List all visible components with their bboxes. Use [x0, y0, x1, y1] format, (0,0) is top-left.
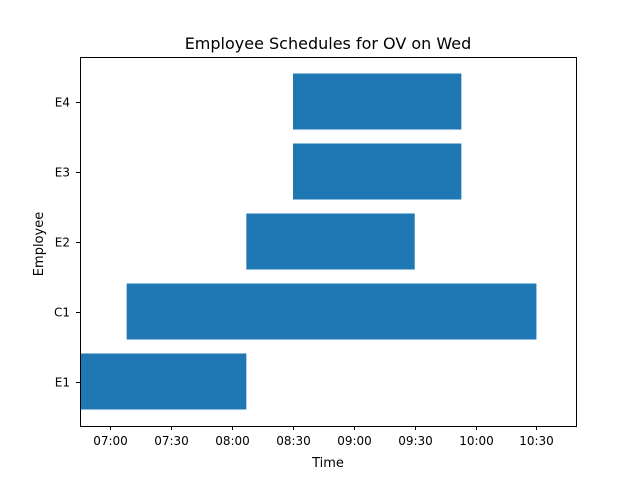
bar-e1 — [80, 353, 247, 410]
y-tick-label: E3 — [55, 166, 70, 180]
x-tick-label: 08:00 — [215, 434, 250, 448]
bars-layer — [80, 73, 537, 410]
plot-frame — [80, 57, 577, 427]
x-tick-label: 08:30 — [276, 434, 311, 448]
y-tick-label: E4 — [55, 96, 70, 110]
x-tick-label: 07:00 — [93, 434, 128, 448]
x-tick-label: 09:00 — [337, 434, 372, 448]
y-tick-label: C1 — [54, 306, 70, 320]
y-axis-label: Employee — [32, 212, 47, 276]
y-tick-label: E2 — [55, 236, 70, 250]
x-tick-label: 10:00 — [459, 434, 494, 448]
bar-e4 — [293, 73, 462, 130]
bar-e3 — [293, 143, 462, 200]
x-axis-label: Time — [311, 456, 344, 471]
chart-title: Employee Schedules for OV on Wed — [185, 34, 472, 53]
y-tick-label: E1 — [55, 376, 70, 390]
x-tick-label: 10:30 — [519, 434, 554, 448]
bar-c1 — [126, 283, 537, 340]
x-tick-label: 09:30 — [398, 434, 433, 448]
y-axis-ticks: E1 C1 E2 E3 E4 — [54, 96, 80, 390]
x-axis-ticks: 07:00 07:30 08:00 08:30 09:00 09:30 10:00 10:30 — [93, 426, 554, 448]
x-tick-label: 07:30 — [154, 434, 189, 448]
bar-e2 — [246, 213, 415, 270]
